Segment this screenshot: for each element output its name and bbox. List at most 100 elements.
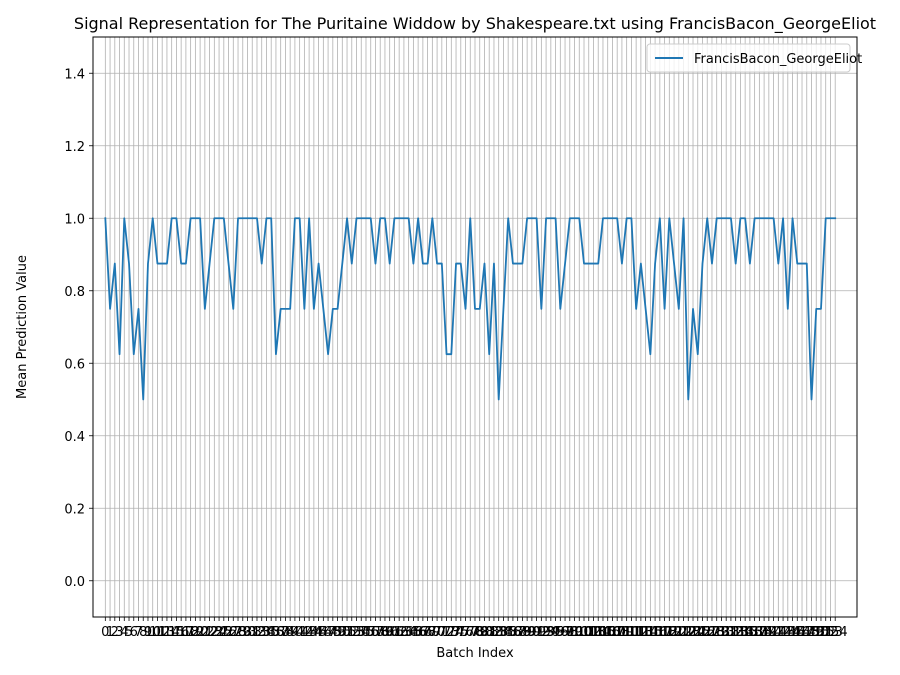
x-tick-label: 12 bbox=[154, 625, 171, 640]
y-tick-label: 1.0 bbox=[64, 212, 85, 227]
x-tick-label: 114 bbox=[633, 625, 658, 640]
x-tick-label: 152 bbox=[813, 625, 838, 640]
y-axis-label: Mean Prediction Value bbox=[15, 255, 30, 399]
x-tick-label: 75 bbox=[453, 625, 470, 640]
x-tick-label: 126 bbox=[690, 625, 715, 640]
x-tick-label: 119 bbox=[657, 625, 682, 640]
x-tick-label: 89 bbox=[519, 625, 536, 640]
x-tick-label: 10 bbox=[144, 625, 161, 640]
x-tick-label: 76 bbox=[457, 625, 474, 640]
x-tick-label: 18 bbox=[182, 625, 199, 640]
x-tick-label: 134 bbox=[728, 625, 753, 640]
x-tick-label: 56 bbox=[362, 625, 379, 640]
x-tick-label: 64 bbox=[400, 625, 417, 640]
x-tick-label: 27 bbox=[225, 625, 242, 640]
x-tick-label: 106 bbox=[595, 625, 620, 640]
x-tick-label: 121 bbox=[666, 625, 691, 640]
x-tick-label: 58 bbox=[372, 625, 389, 640]
x-tick-label: 77 bbox=[462, 625, 479, 640]
x-tick-label: 70 bbox=[429, 625, 446, 640]
x-tick-label: 135 bbox=[733, 625, 758, 640]
x-tick-label: 35 bbox=[263, 625, 280, 640]
x-tick-label: 131 bbox=[714, 625, 739, 640]
x-tick-label: 2 bbox=[111, 625, 119, 640]
x-gridlines bbox=[104, 37, 836, 617]
x-tick-label: 69 bbox=[424, 625, 441, 640]
x-tick-label: 61 bbox=[386, 625, 403, 640]
x-tick-label: 21 bbox=[197, 625, 214, 640]
x-tick-label: 42 bbox=[296, 625, 313, 640]
x-tick-label: 47 bbox=[320, 625, 337, 640]
x-tick-label: 59 bbox=[377, 625, 394, 640]
x-tick-label: 62 bbox=[391, 625, 408, 640]
x-tick-label: 43 bbox=[301, 625, 318, 640]
x-tick-label: 6 bbox=[130, 625, 138, 640]
x-tick-label: 125 bbox=[685, 625, 710, 640]
x-tick-label: 51 bbox=[339, 625, 356, 640]
x-tick-label: 39 bbox=[282, 625, 299, 640]
x-tick-label: 4 bbox=[120, 625, 128, 640]
x-tick-label: 96 bbox=[552, 625, 569, 640]
x-tick-label: 130 bbox=[709, 625, 734, 640]
x-tick-label: 83 bbox=[490, 625, 507, 640]
y-tick-label: 0.2 bbox=[64, 502, 85, 517]
x-tick-label: 153 bbox=[818, 625, 843, 640]
x-tick-label: 33 bbox=[253, 625, 270, 640]
x-tick-label: 103 bbox=[581, 625, 606, 640]
x-tick-label: 63 bbox=[396, 625, 413, 640]
legend: FrancisBacon_GeorgeEliot bbox=[646, 43, 862, 73]
x-tick-label: 108 bbox=[605, 625, 630, 640]
x-tick-label: 144 bbox=[775, 625, 800, 640]
x-tick-label: 141 bbox=[761, 625, 786, 640]
x-tick-label: 24 bbox=[211, 625, 228, 640]
x-tick-label: 29 bbox=[234, 625, 251, 640]
x-tick-label: 133 bbox=[723, 625, 748, 640]
x-tick-label: 16 bbox=[173, 625, 190, 640]
x-tick-label: 53 bbox=[348, 625, 365, 640]
x-tick-label: 149 bbox=[799, 625, 824, 640]
x-tick-label: 19 bbox=[187, 625, 204, 640]
x-tick-label: 151 bbox=[809, 625, 834, 640]
x-tick-label: 46 bbox=[315, 625, 332, 640]
x-tick-label: 128 bbox=[700, 625, 725, 640]
x-tick-label: 80 bbox=[476, 625, 493, 640]
x-tick-label: 1 bbox=[106, 625, 114, 640]
x-tick-label: 57 bbox=[367, 625, 384, 640]
x-tick-label: 150 bbox=[804, 625, 829, 640]
x-tick-label: 34 bbox=[258, 625, 275, 640]
x-tick-label: 99 bbox=[566, 625, 583, 640]
x-tick-label: 124 bbox=[681, 625, 706, 640]
x-tick-label: 105 bbox=[591, 625, 616, 640]
x-tick-label: 38 bbox=[277, 625, 294, 640]
x-tick-label: 28 bbox=[230, 625, 247, 640]
series-line-francisbacon-georgeeliot bbox=[104, 217, 837, 401]
series-lines bbox=[104, 217, 837, 401]
x-tick-label: 7 bbox=[134, 625, 142, 640]
y-tick-label: 0.8 bbox=[64, 285, 85, 300]
x-tick-label: 117 bbox=[647, 625, 672, 640]
x-tick-label: 73 bbox=[443, 625, 460, 640]
x-tick-label: 79 bbox=[471, 625, 488, 640]
x-tick-label: 92 bbox=[533, 625, 550, 640]
x-tick-label: 120 bbox=[662, 625, 687, 640]
x-tick-label: 36 bbox=[268, 625, 285, 640]
x-tick-label: 48 bbox=[325, 625, 342, 640]
x-tick-label: 71 bbox=[434, 625, 451, 640]
x-tick-label: 109 bbox=[610, 625, 635, 640]
x-tick-label: 94 bbox=[543, 625, 560, 640]
x-tick-label: 118 bbox=[652, 625, 677, 640]
x-tick-label: 88 bbox=[514, 625, 531, 640]
x-tick-label: 5 bbox=[125, 625, 133, 640]
legend-box bbox=[646, 43, 851, 73]
x-tick-label: 115 bbox=[638, 625, 663, 640]
x-tick-label: 20 bbox=[192, 625, 209, 640]
x-tick-label: 66 bbox=[410, 625, 427, 640]
x-tick-label: 87 bbox=[509, 625, 526, 640]
x-axis-ticks: 0123456789101112131415161718192021222324… bbox=[101, 617, 848, 640]
legend-entry-francisbacon-georgeeliot: FrancisBacon_GeorgeEliot bbox=[694, 52, 862, 67]
x-tick-label: 100 bbox=[567, 625, 592, 640]
y-tick-label: 0.6 bbox=[64, 357, 85, 372]
x-tick-label: 81 bbox=[481, 625, 498, 640]
x-tick-label: 15 bbox=[168, 625, 185, 640]
